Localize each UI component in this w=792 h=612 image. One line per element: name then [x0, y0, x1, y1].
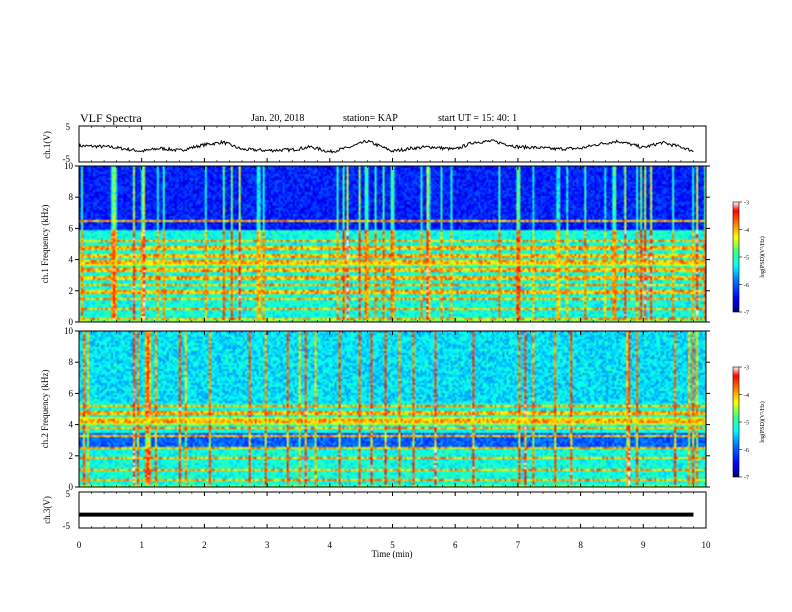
ch1-spectrogram-panel: 0 2 4 6 8 10 ch.1 Frequency (kHz): [40, 161, 710, 327]
x-axis: 0 1 2 3 4 5 6 7 8 9 10: [77, 126, 711, 550]
x-tick-label: 3: [265, 540, 270, 550]
ch2-spec-ytick-label: 8: [69, 357, 74, 367]
ch2-colorbar-label: log(PSD)(V²/Hz): [759, 401, 766, 442]
ch3-waveform-frame: [78, 491, 707, 529]
x-axis-label: Time (min): [372, 549, 413, 559]
ch1-spec-ytick-label: 2: [69, 286, 74, 296]
ch1-spec-ytick-label: 8: [69, 192, 74, 202]
station-label: station= KAP: [343, 113, 398, 124]
ch1-ytick-bottom: -5: [63, 154, 71, 164]
x-tick-label: 2: [202, 540, 207, 550]
cbar1-tick-label: -5: [744, 256, 749, 262]
ch3-ytick-top: 5: [66, 489, 71, 499]
cbar1-tick-label: -4: [744, 228, 749, 234]
cbar1-tick-label: -6: [744, 283, 749, 289]
ch2-spec-ytick-label: 10: [64, 326, 74, 336]
ch2-spectrogram-image: [79, 331, 706, 487]
x-tick-label: 1: [139, 540, 144, 550]
cbar2-tick-label: -4: [744, 393, 749, 399]
ch1-spec-ytick-label: 4: [69, 255, 74, 265]
ch1-spec-ytick-label: 10: [64, 161, 74, 171]
ch2-spec-ytick-label: 4: [69, 420, 74, 430]
ch1-spectrogram-ylabel: ch.1 Frequency (kHz): [40, 205, 50, 284]
ch1-spectrogram-image: [79, 166, 706, 322]
spec1-raster: [79, 166, 706, 322]
x-tick-label: 6: [453, 540, 458, 550]
x-tick-label: 4: [328, 540, 333, 550]
date-label: Jan. 20, 2018: [251, 113, 305, 124]
x-tick-label: 9: [641, 540, 646, 550]
ch2-spec-ytick-label: 0: [69, 482, 74, 492]
x-tick-label: 5: [390, 540, 395, 550]
page-title: VLF Spectra: [80, 111, 142, 125]
cbar2-tick-label: -6: [744, 448, 749, 454]
spec2-raster: [79, 331, 706, 487]
cbar2-tick-label: -7: [744, 476, 749, 482]
ch1-waveform-ylabel: ch.1(V): [42, 131, 52, 159]
cbar1-tick-label: -3: [744, 201, 749, 207]
cbar2-tick-label: -3: [744, 366, 749, 372]
x-tick-label: 8: [578, 540, 583, 550]
x-tick-label: 7: [516, 540, 521, 550]
ch1-waveform-panel: 5 -5 ch.1(V): [42, 122, 707, 164]
ch2-spec-ytick-label: 2: [69, 451, 74, 461]
ch3-waveform-panel: 5 -5 ch.3(V): [42, 489, 707, 531]
ch1-spec-ytick-label: 0: [69, 317, 74, 327]
ch2-spec-ytick-label: 6: [69, 388, 74, 398]
ch2-colorbar: -3 -4 -5 -6 -7: [732, 366, 749, 482]
ch1-spec-ytick-label: 6: [69, 223, 74, 233]
ch2-spectrogram-ylabel: ch.2 Frequency (kHz): [40, 370, 50, 449]
ch1-ytick-top: 5: [66, 122, 71, 132]
ch2-spectrogram-panel: 0 2 4 6 8 10 ch.2 Frequency (kHz): [40, 326, 710, 492]
cbar2-tick-label: -5: [744, 421, 749, 427]
ch3-ytick-bottom: -5: [63, 521, 71, 531]
ch1-colorbar: -3 -4 -5 -6 -7: [732, 201, 749, 317]
start-time-label: start UT = 15: 40: 1: [438, 113, 518, 124]
x-tick-label: 0: [77, 540, 82, 550]
cbar1-tick-label: -7: [744, 311, 749, 317]
ch3-waveform-ylabel: ch.3(V): [42, 496, 52, 524]
ch1-colorbar-label: log(PSD)(V²/Hz): [759, 236, 766, 277]
x-tick-label: 10: [702, 540, 712, 550]
ch1-waveform-frame: [78, 125, 707, 163]
ch1-waveform-line: [78, 139, 694, 154]
